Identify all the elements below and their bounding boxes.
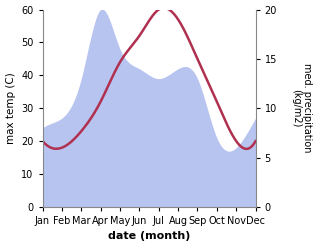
Y-axis label: max temp (C): max temp (C) [5, 72, 16, 144]
Y-axis label: med. precipitation
(kg/m2): med. precipitation (kg/m2) [291, 63, 313, 153]
X-axis label: date (month): date (month) [108, 231, 190, 242]
